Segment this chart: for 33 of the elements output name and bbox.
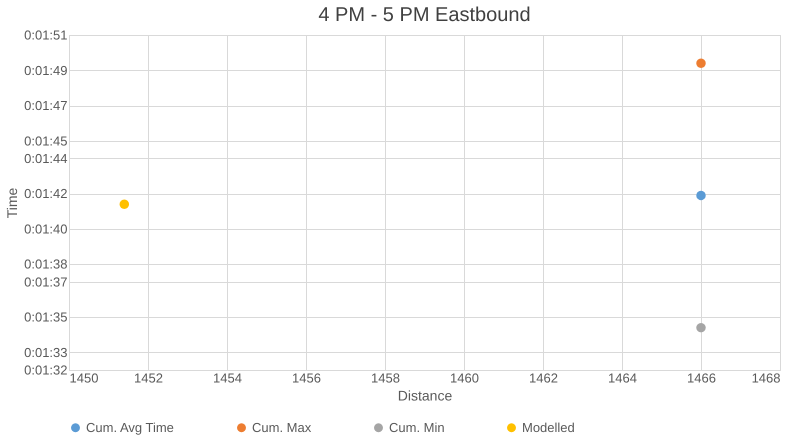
y-tick-label: 0:01:35 xyxy=(24,310,68,325)
x-tick-label: 1454 xyxy=(213,370,242,386)
x-tick-label: 1464 xyxy=(608,370,637,386)
point xyxy=(696,58,706,68)
x-tick-label: 1466 xyxy=(687,370,716,386)
point xyxy=(696,322,706,332)
x-tick-label: 1460 xyxy=(450,370,479,386)
x-tick-label: 1462 xyxy=(529,370,558,386)
x-axis-title: Distance xyxy=(398,388,452,404)
y-tick-label: 0:01:42 xyxy=(24,186,68,202)
legend-label: Cum. Min xyxy=(389,420,445,435)
legend-label: Modelled xyxy=(522,420,575,435)
legend-label: Cum. Avg Time xyxy=(86,420,174,435)
y-tick-label: 0:01:45 xyxy=(24,133,68,148)
y-tick-label: 0:01:38 xyxy=(24,256,68,272)
y-tick-label: 0:01:33 xyxy=(24,344,68,360)
y-tick-label: 0:01:47 xyxy=(24,98,68,114)
x-tick-label: 1456 xyxy=(292,370,321,386)
point xyxy=(120,200,130,209)
x-tick-label: 1458 xyxy=(371,370,400,386)
x-tick-label: 1468 xyxy=(752,370,780,386)
y-tick-label: 0:01:32 xyxy=(24,362,68,378)
y-tick-label: 0:01:49 xyxy=(24,62,68,78)
y-tick-label: 0:01:51 xyxy=(24,28,68,42)
chart-title: 4 PM - 5 PM Eastbound xyxy=(318,4,531,26)
x-tick-label: 1450 xyxy=(70,370,98,386)
y-axis-title: Time xyxy=(4,187,20,218)
point xyxy=(696,190,706,200)
y-tick-label: 0:01:40 xyxy=(24,221,68,236)
y-tick-label: 0:01:37 xyxy=(24,274,68,290)
legend-label: Cum. Max xyxy=(252,420,312,435)
y-tick-label: 0:01:44 xyxy=(24,150,68,166)
x-tick-label: 1452 xyxy=(134,370,163,386)
